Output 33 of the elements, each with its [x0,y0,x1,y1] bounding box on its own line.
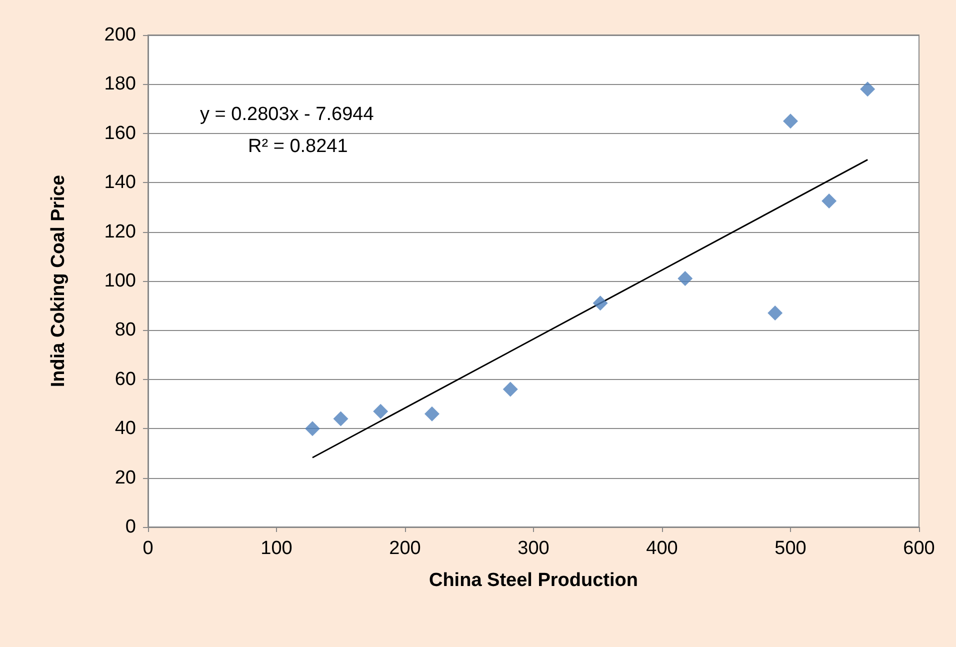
x-axis-title: China Steel Production [428,570,638,591]
y-axis-title: India Coking Coal Price [48,174,69,388]
point [333,411,348,426]
x-tick-label: 100 [260,538,292,559]
y-tick-label: 20 [114,467,136,488]
point [502,382,518,397]
point [768,305,783,320]
annotation: R² = 0.8241 [248,136,348,157]
x-tick-label: 600 [903,538,935,559]
y-tick-label: 60 [114,368,136,390]
point [592,296,608,311]
point [678,271,693,286]
annotation: y = 0.2803x - 7.6944 [200,104,374,125]
y-tick-label: 100 [104,270,136,292]
y-tick-label: 160 [104,122,136,144]
y-tick-label: 0 [125,516,136,538]
y-tick-label: 40 [114,418,136,440]
x-tick-label: 300 [518,538,550,559]
x-tick-label: 500 [774,538,806,559]
point [373,404,388,419]
y-tick-label: 180 [104,74,136,95]
point [783,114,798,129]
x-tick-label: 200 [389,538,421,559]
x-tick-label: 400 [646,538,678,559]
point [860,82,876,97]
x-tick-label: 0 [142,538,154,559]
y-tick-label: 80 [114,320,136,341]
point [304,421,320,436]
point [424,406,440,422]
y-tick-label: 140 [104,172,136,194]
point [822,194,837,209]
y-tick-label: 200 [104,24,136,46]
y-tick-label: 120 [104,221,136,242]
